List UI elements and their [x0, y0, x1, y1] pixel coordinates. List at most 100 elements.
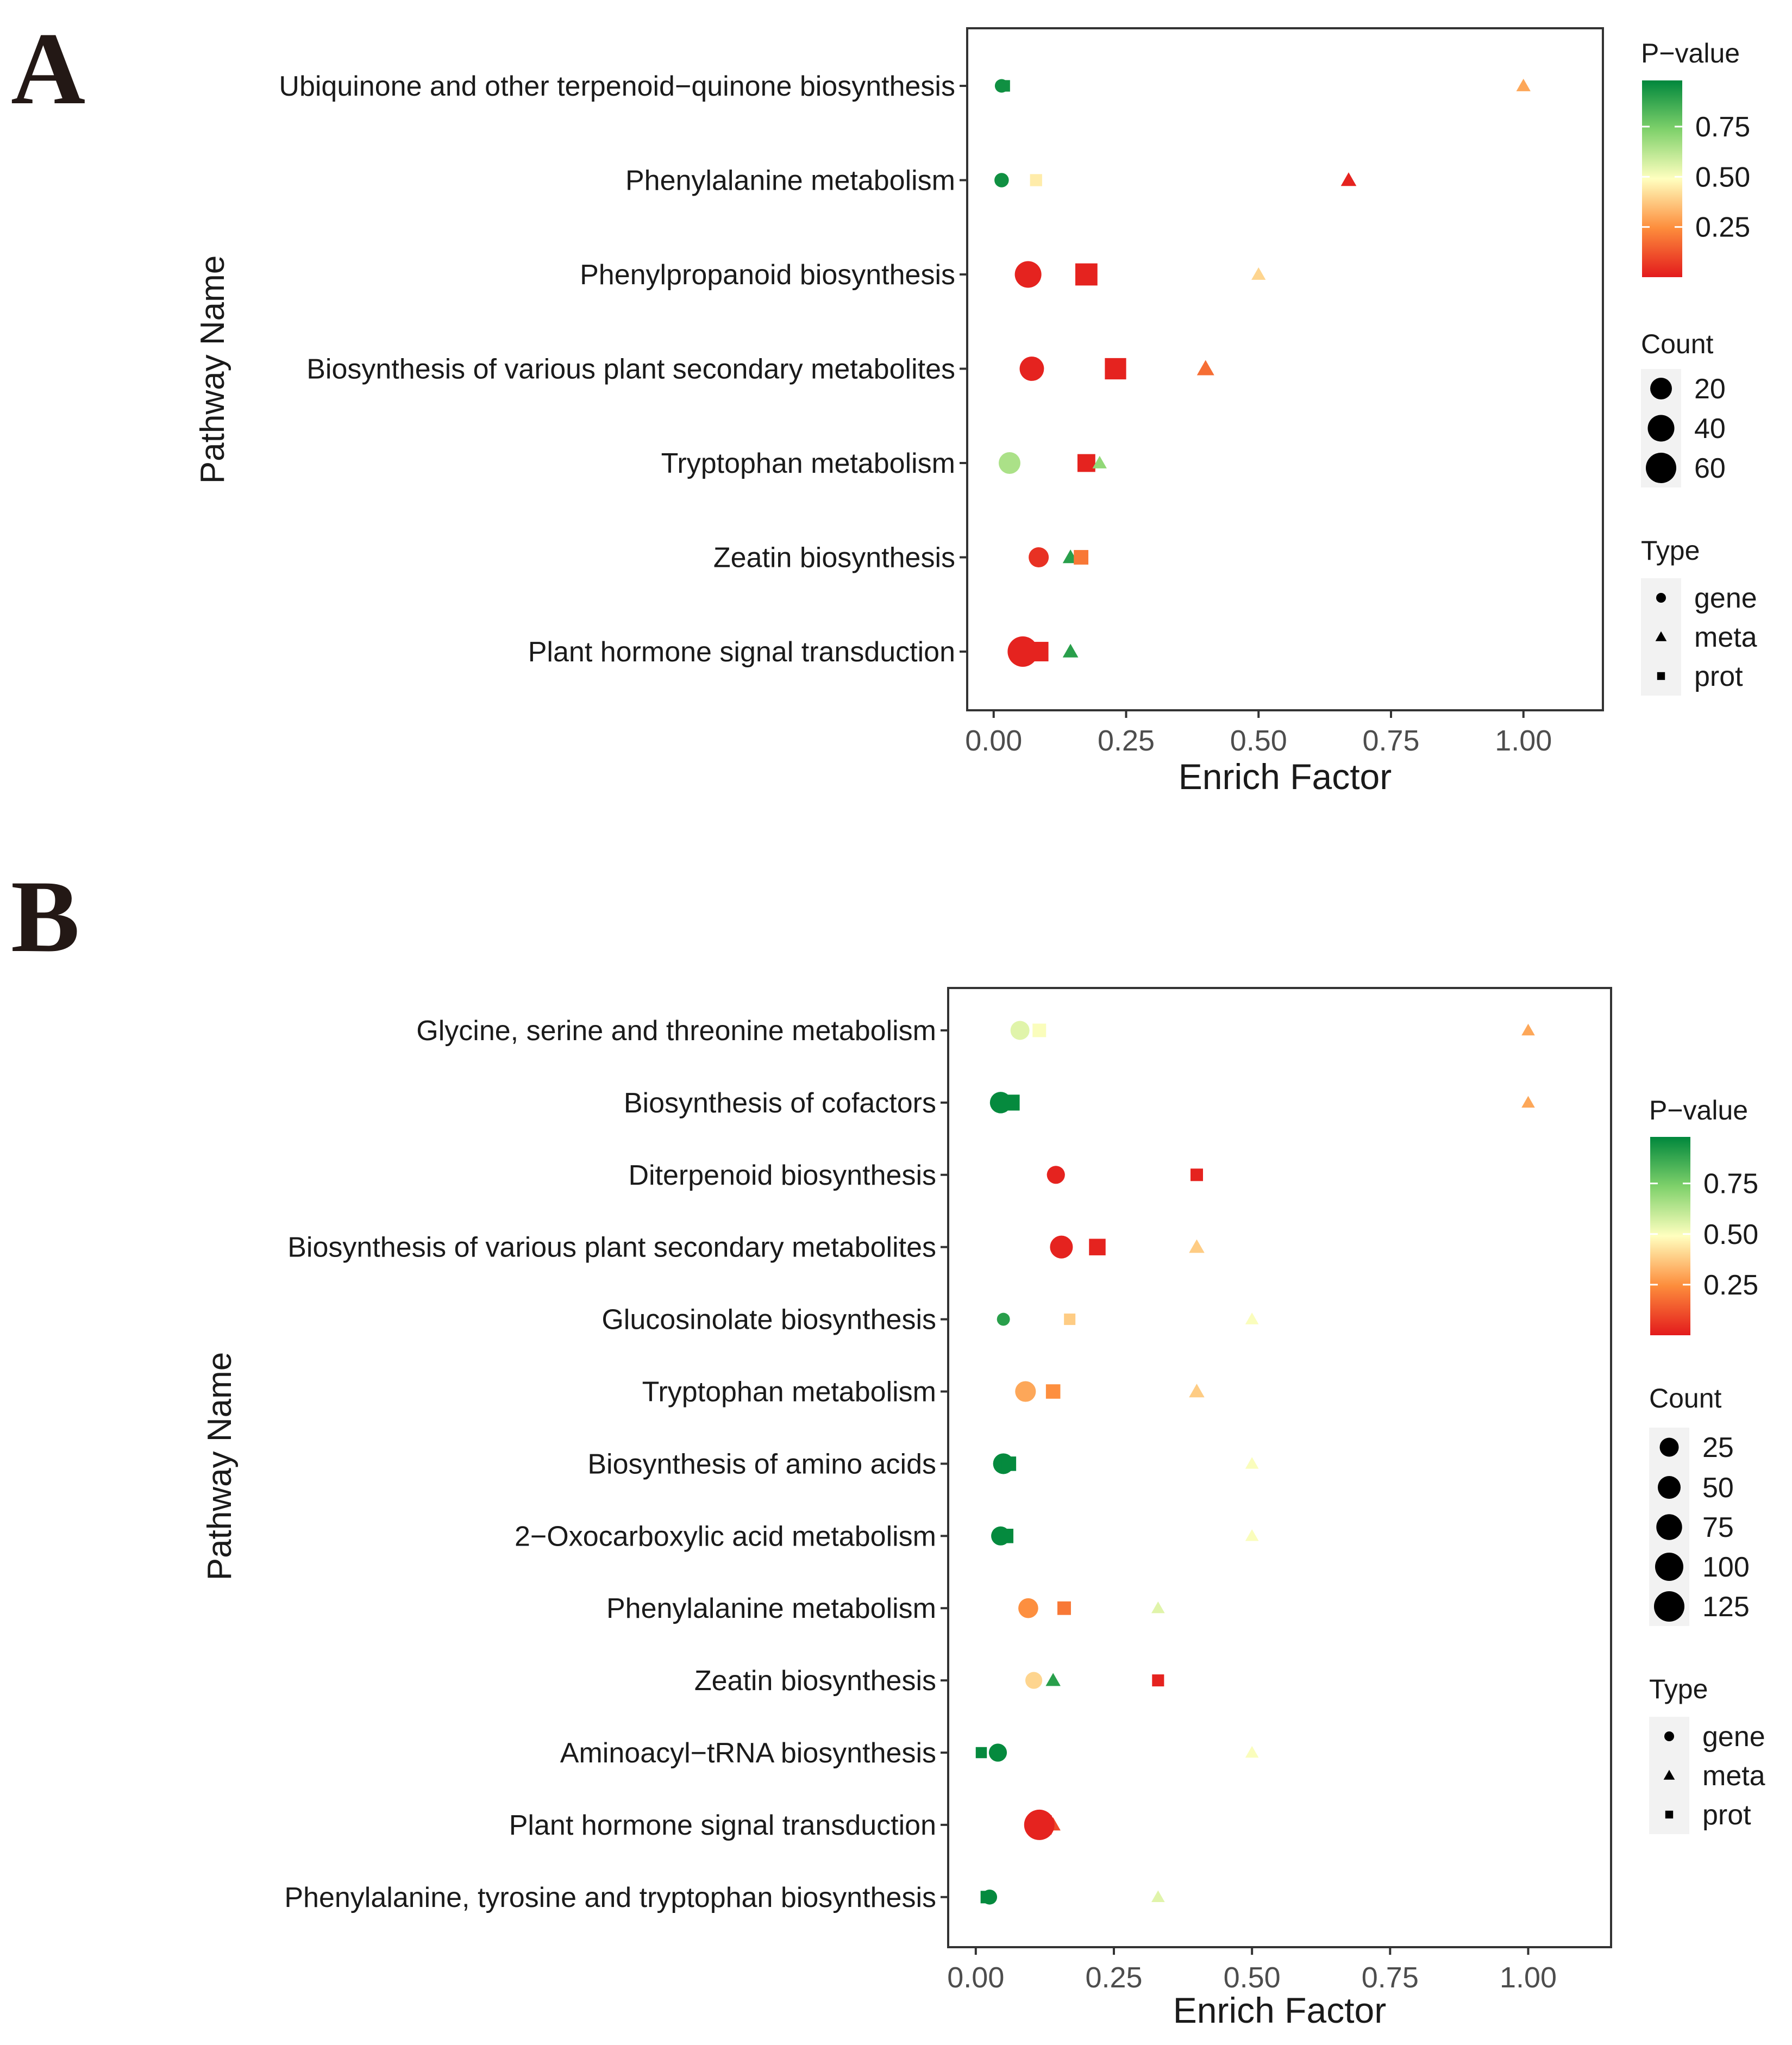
panel-a-point-meta [1092, 455, 1107, 468]
panel-b-plot-frame [947, 987, 1612, 1948]
panel-a-point-prot [1029, 642, 1049, 661]
panel-b-point-meta [1189, 1239, 1205, 1253]
panel-b-point-meta [1245, 1529, 1259, 1541]
panel-a-count-legend-label: 40 [1694, 413, 1726, 445]
panel-a-point-meta [1062, 643, 1079, 658]
panel-a-type-legend-label: prot [1694, 661, 1743, 692]
panel-b-count-legend-key [1655, 1553, 1683, 1581]
panel-b-point-prot [1057, 1601, 1071, 1615]
panel-a-point-meta [1251, 267, 1266, 280]
panel-a-type-legend-label: meta [1694, 622, 1757, 653]
panel-a-count-legend-key [1646, 453, 1676, 483]
panel-b-point-prot [1032, 1023, 1047, 1037]
panel-b-y-label: Tryptophan metabolism [642, 1377, 936, 1408]
panel-b-x-tick-label: 0.50 [1224, 1961, 1281, 1994]
panel-b-type-legend-key-prot [1665, 1810, 1674, 1819]
panel-b-point-prot [975, 1747, 987, 1759]
panel-a-point-gene [1019, 357, 1044, 381]
panel-b-point-gene [982, 1889, 998, 1905]
panel-b-point-gene [1025, 1672, 1043, 1689]
panel-a-point-prot [1105, 358, 1126, 380]
panel-a-count-legend-label: 60 [1694, 453, 1726, 484]
panel-a-point-gene [994, 79, 1008, 93]
panel-letter-b: B [11, 860, 80, 974]
panel-b-legend-type-title: Type [1649, 1674, 1708, 1704]
panel-a-legend-pvalue-title: P−value [1641, 38, 1740, 68]
panel-b-colorbar-tick-label: 0.50 [1703, 1219, 1758, 1250]
panel-a-type-legend: gene meta prot [1641, 578, 1757, 696]
panel-a-point-meta [1196, 360, 1214, 376]
panel-b-count-legend-label: 50 [1702, 1472, 1734, 1504]
panel-b-point-prot [1001, 1456, 1017, 1471]
panel-a-plot-frame [966, 27, 1604, 711]
panel-b-legend: P−value 0.750.500.25 Count 255075100125 … [1649, 1095, 1765, 1834]
panel-a-count-legend: 20 40 60 [1641, 369, 1726, 487]
panel-b-point-prot [999, 1529, 1014, 1543]
panel-a-x-tick-label: 0.75 [1362, 724, 1419, 757]
panel-a-point-gene [999, 452, 1020, 474]
panel-b-point-prot [1191, 1168, 1203, 1181]
panel-b-y-label: Biosynthesis of amino acids [587, 1448, 936, 1480]
panel-b-point-gene [997, 1312, 1010, 1326]
panel-a-y-label: Biosynthesis of various plant secondary … [306, 354, 955, 385]
panel-b-count-legend-key [1656, 1514, 1682, 1540]
panel-a-count-legend-key [1650, 378, 1672, 399]
panel-b-point-meta [1521, 1023, 1535, 1036]
panel-b-point-meta [1521, 1096, 1535, 1108]
panel-b-y-label: Plant hormone signal transduction [509, 1810, 936, 1841]
panel-a-type-legend-label: gene [1694, 583, 1757, 614]
panel-b-point-gene [1050, 1235, 1073, 1259]
panel-b-y-label: Glycine, serine and threonine metabolism [416, 1015, 936, 1047]
panel-b-x-axis-title: Enrich Factor [1173, 1990, 1386, 2030]
panel-b-point-prot [1064, 1314, 1076, 1325]
panel-b-point-meta [1045, 1673, 1061, 1686]
panel-a: A Pathway Name Ubiquinone and other terp… [11, 12, 1757, 797]
panel-b-colorbar-ticks: 0.75 0.50 0.25 [1650, 1168, 1758, 1301]
panel-b-type-legend-key-gene [1664, 1731, 1674, 1741]
panel-b-y-label: Biosynthesis of various plant secondary … [287, 1232, 936, 1264]
panel-a-point-prot [1074, 550, 1089, 565]
panel-b-y-label: Biosynthesis of cofactors [624, 1087, 936, 1119]
panel-a-x-tick-label: 0.50 [1230, 724, 1287, 757]
panel-b-y-label: Diterpenoid biosynthesis [628, 1160, 936, 1191]
panel-b-y-label: Aminoacyl−tRNA biosynthesis [560, 1737, 936, 1769]
panel-a-type-legend-key-gene [1656, 593, 1666, 603]
panel-a-colorbar-tick-label: 0.75 [1695, 111, 1750, 143]
panel-a-y-label: Zeatin biosynthesis [713, 542, 955, 574]
panel-a-type-legend-key-meta [1655, 631, 1667, 641]
panel-b-point-meta [1151, 1890, 1165, 1903]
panel-b-point-prot [1152, 1674, 1164, 1687]
panel-b-point-meta [1245, 1746, 1259, 1758]
panel-a-y-labels: Ubiquinone and other terpenoid−quinone b… [279, 71, 967, 668]
panel-b-count-legend-key [1654, 1591, 1684, 1622]
panel-b-legend-count-title: Count [1649, 1383, 1722, 1414]
panel-b-count-legend-label: 100 [1702, 1552, 1750, 1583]
panel-a-point-prot [1075, 263, 1098, 286]
panel-b-x-tick-label: 0.25 [1085, 1961, 1142, 1994]
panel-b-points [975, 1021, 1535, 1905]
panel-a-point-prot [1077, 454, 1095, 472]
panel-a-point-meta [1340, 172, 1357, 186]
panel-a-x-axis-title: Enrich Factor [1179, 756, 1392, 797]
panel-a-type-legend-key-prot [1657, 672, 1665, 680]
panel-b-type-legend-label: gene [1702, 1721, 1765, 1753]
panel-b-y-label: Glucosinolate biosynthesis [601, 1304, 936, 1336]
panel-b-y-labels: Glycine, serine and threonine metabolism… [284, 1015, 948, 1913]
panel-a-legend-count-title: Count [1641, 329, 1714, 359]
panel-b-colorbar [1650, 1137, 1690, 1335]
panel-a-x-axis: 0.00 0.25 0.50 0.75 1.00 [965, 710, 1552, 757]
panel-b-point-gene [1015, 1381, 1036, 1402]
panel-b-point-gene [1018, 1598, 1038, 1618]
panel-a-colorbar-tick-label: 0.50 [1695, 161, 1750, 193]
panel-a-y-label: Phenylpropanoid biosynthesis [580, 259, 955, 291]
panel-a-y-axis-title: Pathway Name [194, 255, 231, 484]
panel-b-count-legend: 25 50 75 100 125 [1649, 1428, 1750, 1626]
panel-b-point-meta [1245, 1312, 1259, 1324]
panel-b-point-meta [1189, 1384, 1205, 1398]
panel-b-count-legend-key [1659, 1437, 1679, 1457]
panel-letter-a: A [11, 12, 85, 126]
panel-b-type-legend-label: meta [1702, 1760, 1765, 1792]
panel-b-type-legend: gene meta prot [1649, 1717, 1765, 1834]
panel-b-y-label: Phenylalanine, tyrosine and tryptophan b… [284, 1882, 936, 1913]
